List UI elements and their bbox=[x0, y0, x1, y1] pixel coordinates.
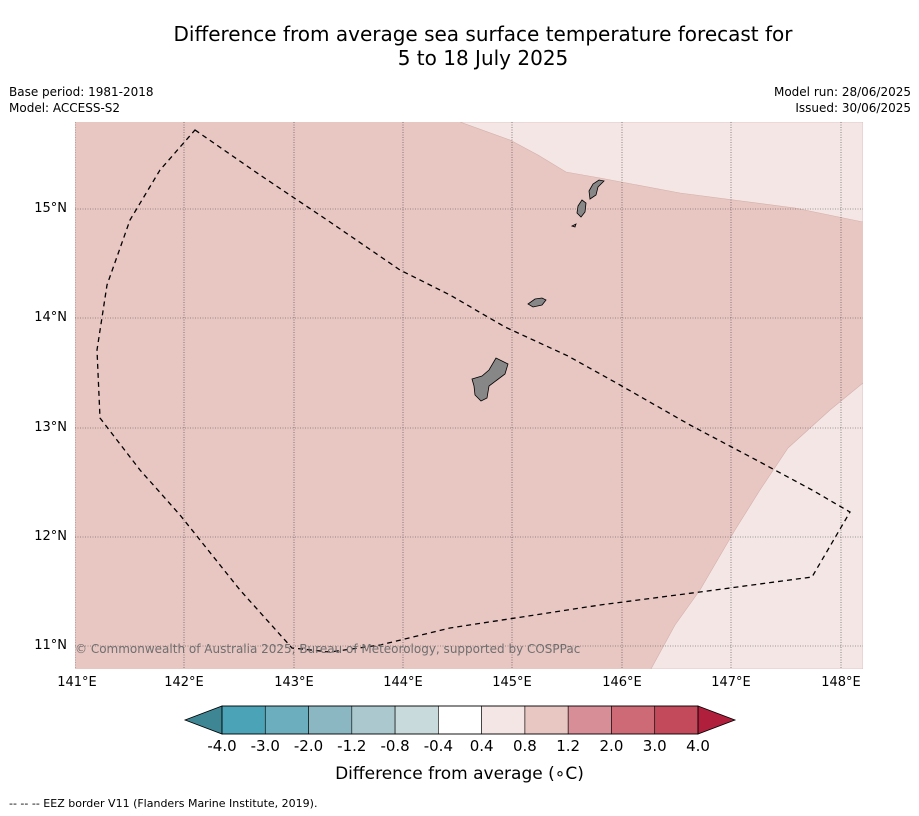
copyright-notice: © Commonwealth of Australia 2025, Bureau… bbox=[75, 642, 581, 656]
colorbar-tick-label: -4.0 bbox=[207, 737, 237, 755]
island-saipan bbox=[588, 179, 605, 200]
chart-title: Difference from average sea surface temp… bbox=[0, 22, 919, 70]
colorbar-tick-label: -3.0 bbox=[250, 737, 280, 755]
graticule bbox=[75, 122, 863, 669]
meta-right: Model run: 28/06/2025 Issued: 30/06/2025 bbox=[774, 84, 911, 116]
anomaly-region-low-northeast bbox=[459, 122, 863, 223]
colorbar-segment bbox=[611, 705, 656, 735]
eez-border bbox=[96, 129, 851, 653]
colorbar-tick-label: 3.0 bbox=[642, 737, 667, 755]
colorbar-tick-label: 2.0 bbox=[599, 737, 624, 755]
lat-label-15n: 15°N bbox=[34, 201, 67, 216]
anomaly-region-low-southeast bbox=[650, 382, 863, 669]
colorbar-segment bbox=[394, 705, 439, 735]
island-tinian bbox=[576, 199, 587, 218]
lon-label-142e: 142°E bbox=[164, 675, 204, 690]
lat-label-11n: 11°N bbox=[34, 638, 67, 653]
colorbar-segment bbox=[438, 705, 482, 735]
lat-label-14n: 14°N bbox=[34, 310, 67, 325]
lat-label-12n: 12°N bbox=[34, 529, 67, 544]
colorbar-segment bbox=[351, 705, 396, 735]
title-line-2: 5 to 18 July 2025 bbox=[397, 46, 569, 70]
colorbar-segments bbox=[221, 705, 699, 735]
lon-label-147e: 147°E bbox=[711, 675, 751, 690]
colorbar-segment bbox=[524, 705, 569, 735]
island-guam bbox=[471, 357, 509, 402]
lon-label-141e: 141°E bbox=[57, 675, 97, 690]
lat-label-13n: 13°N bbox=[34, 420, 67, 435]
meta-left: Base period: 1981-2018 Model: ACCESS-S2 bbox=[9, 84, 154, 116]
base-period: Base period: 1981-2018 bbox=[9, 85, 154, 99]
island-rota bbox=[527, 297, 547, 308]
colorbar-segment bbox=[567, 705, 612, 735]
colorbar-segment bbox=[654, 705, 699, 735]
issued-date: Issued: 30/06/2025 bbox=[795, 101, 911, 115]
colorbar-segment bbox=[221, 705, 266, 735]
lon-label-148e: 148°E bbox=[821, 675, 861, 690]
model-name: Model: ACCESS-S2 bbox=[9, 101, 121, 115]
colorbar-segment bbox=[308, 705, 353, 735]
island-aguijan bbox=[570, 223, 577, 228]
colorbar-tick-label: 4.0 bbox=[686, 737, 710, 755]
lon-label-143e: 143°E bbox=[274, 675, 314, 690]
colorbar-title: Difference from average (∘C) bbox=[335, 764, 584, 784]
eez-footnote: -- -- -- EEZ border V11 (Flanders Marine… bbox=[9, 797, 318, 810]
colorbar-tick-label: 0.8 bbox=[512, 737, 537, 755]
colorbar-extend-low bbox=[183, 705, 223, 735]
colorbar-tick-label: -2.0 bbox=[293, 737, 324, 755]
lon-label-146e: 146°E bbox=[602, 675, 642, 690]
colorbar-segment bbox=[481, 705, 526, 735]
colorbar-tick-label: -1.2 bbox=[337, 737, 367, 755]
lon-label-144e: 144°E bbox=[383, 675, 423, 690]
colorbar-tick-label: -0.8 bbox=[380, 737, 410, 755]
colorbar-tick-label: 0.4 bbox=[469, 737, 494, 755]
map-area bbox=[75, 122, 863, 669]
colorbar bbox=[183, 705, 737, 735]
colorbar-tick-label: -0.4 bbox=[423, 737, 453, 755]
colorbar-segment bbox=[264, 705, 309, 735]
model-run: Model run: 28/06/2025 bbox=[773, 85, 911, 99]
islands bbox=[471, 179, 605, 402]
colorbar-tick-label: 1.2 bbox=[556, 737, 581, 755]
colorbar-extend-high bbox=[697, 705, 737, 735]
title-line-1: Difference from average sea surface temp… bbox=[173, 22, 793, 46]
lon-label-145e: 145°E bbox=[492, 675, 532, 690]
colorbar-outline bbox=[221, 705, 699, 735]
